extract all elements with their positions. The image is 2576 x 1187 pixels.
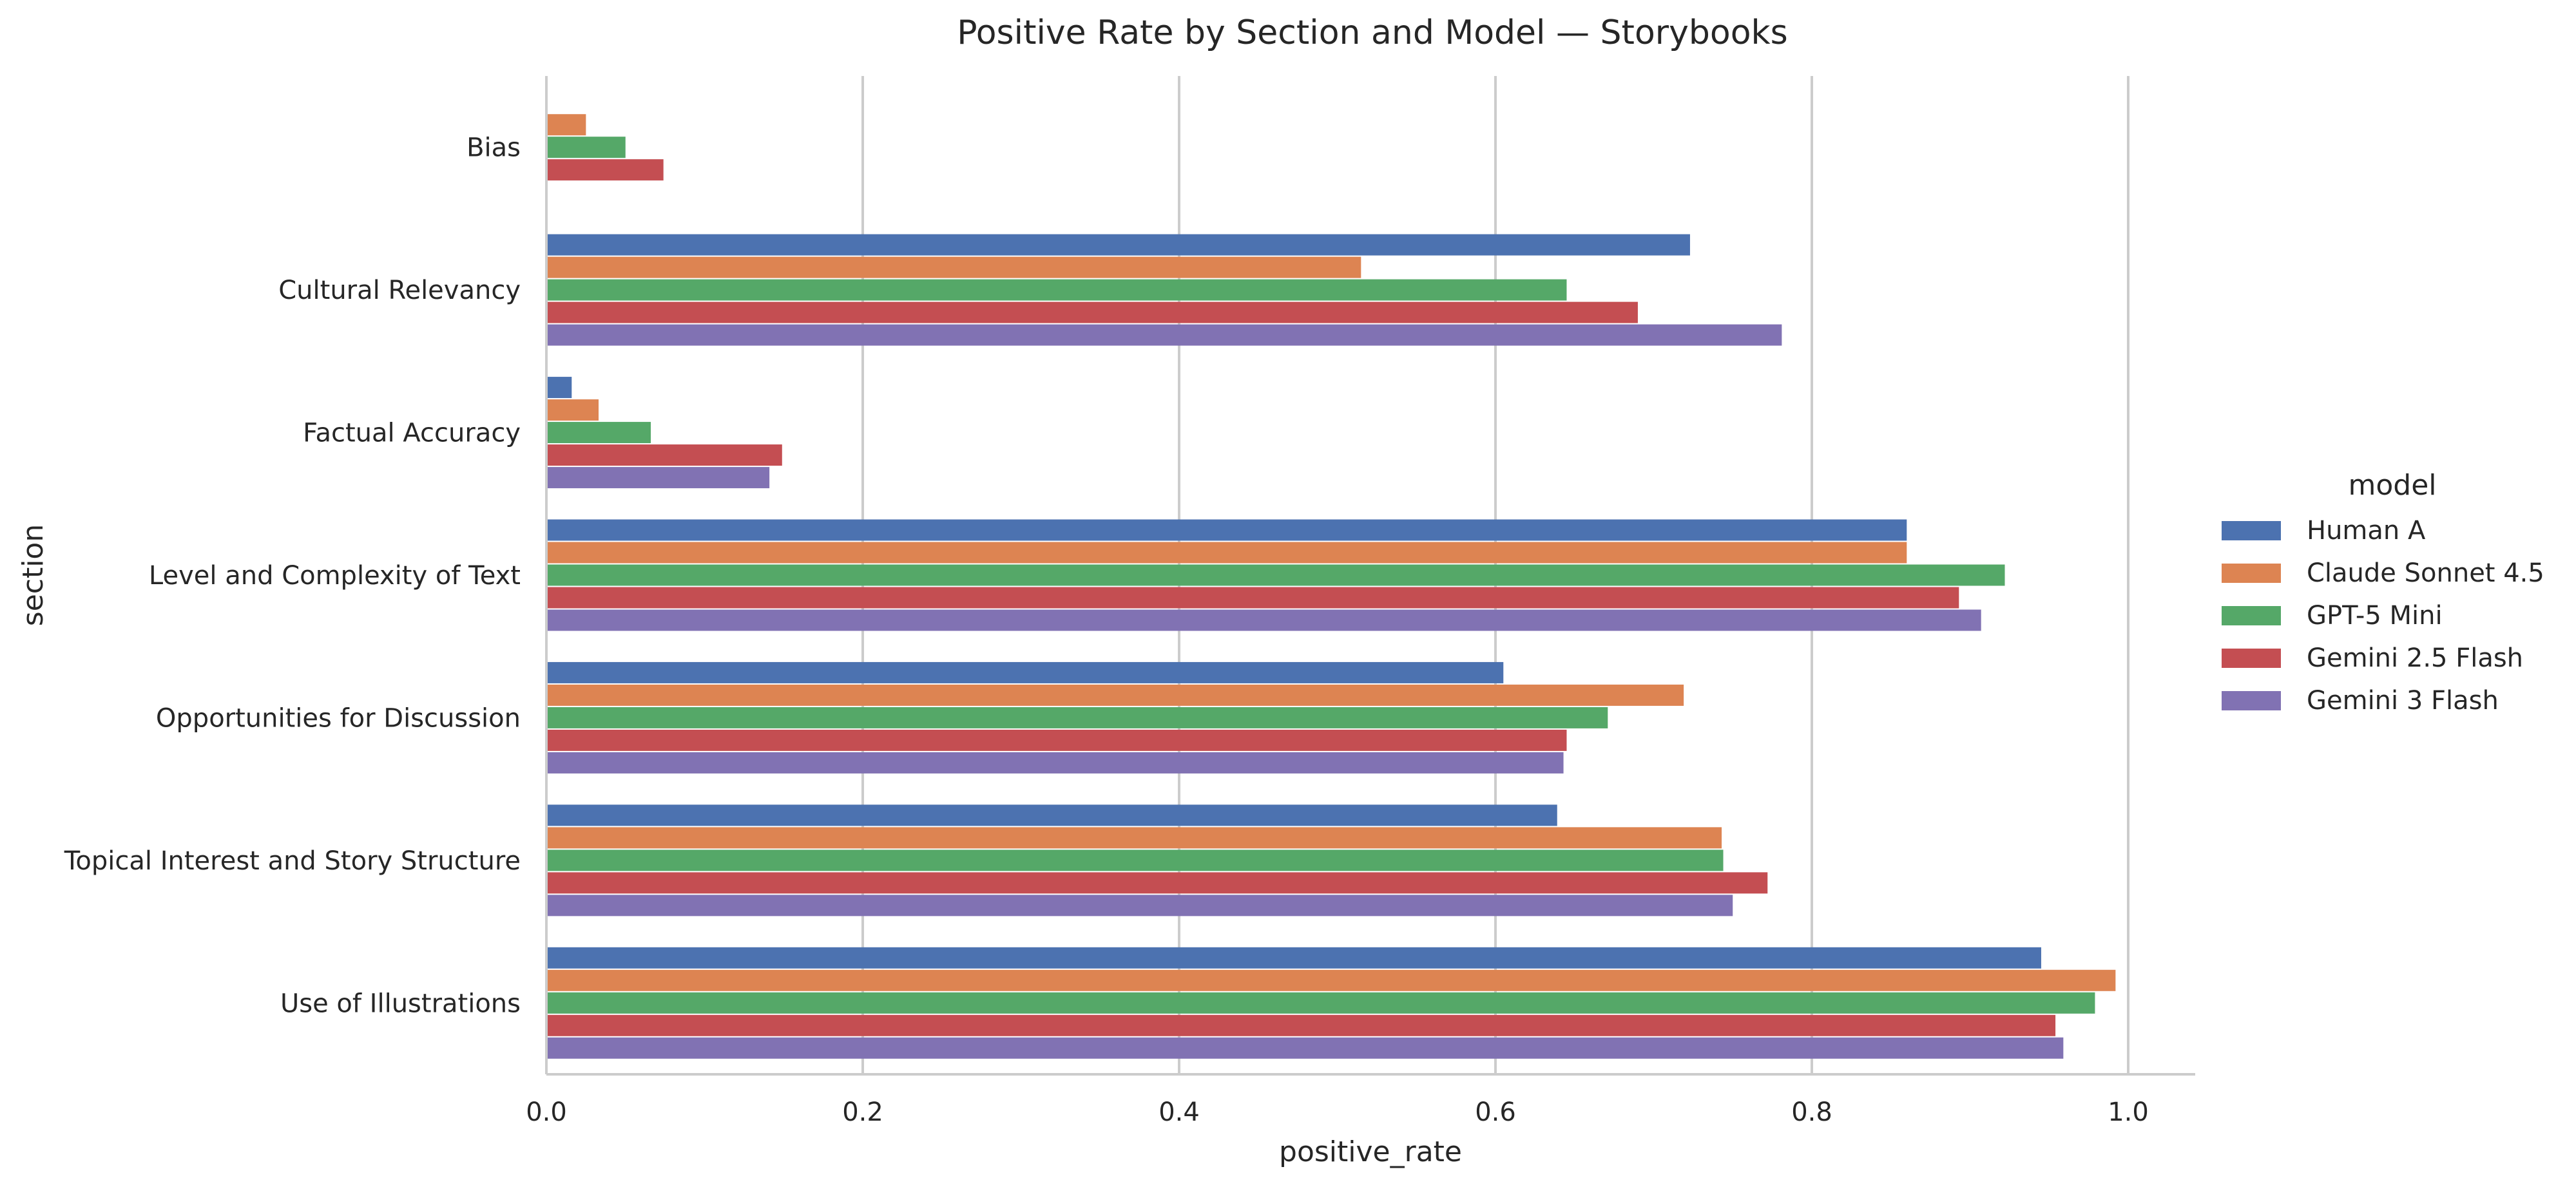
bar: Gemini 2.5 Flash — Use of Illustrations:… [546,1014,2056,1036]
bar: Gemini 3 Flash — Opportunities for Discu… [546,752,1564,774]
bar: Claude Sonnet 4.5 — Factual Accuracy: 0.… [546,399,599,421]
x-tick-labels: 0.0 0.2 0.4 0.6 0.8 1.0 [526,1097,2149,1127]
y-tick-label: Use of Illustrations [280,989,521,1018]
x-axis-label: positive_rate [1279,1135,1462,1168]
y-tick-label: Opportunities for Discussion [156,703,521,733]
legend-swatch [2222,564,2281,583]
bar: Gemini 2.5 Flash — Factual Accuracy: 0.1… [546,444,782,466]
x-tick-label: 0.4 [1158,1097,1200,1127]
legend: model Human A Claude Sonnet 4.5 GPT-5 Mini… [2222,469,2544,716]
x-tick-label: 0.2 [842,1097,883,1127]
x-tick-label: 0.6 [1475,1097,1516,1127]
y-tick-label: Cultural Relevancy [278,276,521,305]
bar: Gemini 3 Flash — Topical Interest and St… [546,895,1733,916]
legend-swatch [2222,606,2281,625]
y-tick-label: Topical Interest and Story Structure [64,846,521,876]
bar: GPT-5 Mini — Opportunities for Discussio… [546,707,1608,728]
bar: Human A — Factual Accuracy: 0.016 [546,377,572,399]
x-tick-label: 1.0 [2108,1097,2149,1127]
bar: GPT-5 Mini — Use of Illustrations: 0.979 [546,992,2095,1014]
bar: Gemini 3 Flash — Level and Complexity of… [546,609,1981,631]
legend-label: GPT-5 Mini [2307,601,2443,631]
legend-swatch [2222,691,2281,710]
bar: Claude Sonnet 4.5 — Cultural Relevancy: … [546,256,1361,278]
legend-title: model [2348,469,2436,502]
x-tick-label: 0.0 [526,1097,567,1127]
bar: GPT-5 Mini — Bias: 0.05 [546,137,626,158]
bar: Claude Sonnet 4.5 — Level and Complexity… [546,542,1907,564]
bar: GPT-5 Mini — Topical Interest and Story … [546,850,1724,871]
bar: GPT-5 Mini — Factual Accuracy: 0.066 [546,422,651,444]
legend-label: Claude Sonnet 4.5 [2307,558,2544,588]
bar: Gemini 3 Flash — Use of Illustrations: 0… [546,1037,2064,1059]
bar: GPT-5 Mini — Cultural Relevancy: 0.645 [546,279,1567,301]
x-tick-label: 0.8 [1791,1097,1832,1127]
bar: GPT-5 Mini — Level and Complexity of Tex… [546,564,2005,586]
legend-label: Gemini 2.5 Flash [2307,643,2523,673]
bar: Claude Sonnet 4.5 — Topical Interest and… [546,827,1722,849]
bars: Human A — Bias: 0Claude Sonnet 4.5 — Bia… [546,114,2116,1059]
bar: Human A — Use of Illustrations: 0.945 [546,947,2041,969]
bar: Gemini 2.5 Flash — Level and Complexity … [546,587,1959,609]
y-tick-label: Factual Accuracy [303,419,521,448]
bar: Human A — Level and Complexity of Text: … [546,519,1907,541]
bar: Claude Sonnet 4.5 — Opportunities for Di… [546,684,1684,706]
bar: Human A — Topical Interest and Story Str… [546,804,1557,826]
y-tick-label: Level and Complexity of Text [149,561,521,591]
bar: Human A — Opportunities for Discussion: … [546,661,1504,683]
bar: Gemini 3 Flash — Cultural Relevancy: 0.7… [546,324,1782,346]
legend-swatch [2222,649,2281,668]
bar: Gemini 3 Flash — Factual Accuracy: 0.141 [546,467,770,489]
legend-swatch [2222,521,2281,540]
bar: Claude Sonnet 4.5 — Bias: 0.025 [546,114,586,136]
bar: Gemini 2.5 Flash — Bias: 0.074 [546,159,664,181]
legend-label: Human A [2307,516,2426,546]
y-tick-labels: Bias Cultural Relevancy Factual Accuracy Le… [64,133,521,1019]
legend-label: Gemini 3 Flash [2307,686,2499,716]
bar: Human A — Cultural Relevancy: 0.723 [546,234,1690,256]
y-axis-label: section [17,524,50,626]
bar: Gemini 2.5 Flash — Opportunities for Dis… [546,729,1567,751]
bar: Gemini 2.5 Flash — Topical Interest and … [546,872,1768,894]
bar: Claude Sonnet 4.5 — Use of Illustrations… [546,969,2116,991]
y-tick-label: Bias [466,133,521,163]
chart-title: Positive Rate by Section and Model — Sto… [957,14,1788,52]
bar: Gemini 2.5 Flash — Cultural Relevancy: 0… [546,301,1638,323]
